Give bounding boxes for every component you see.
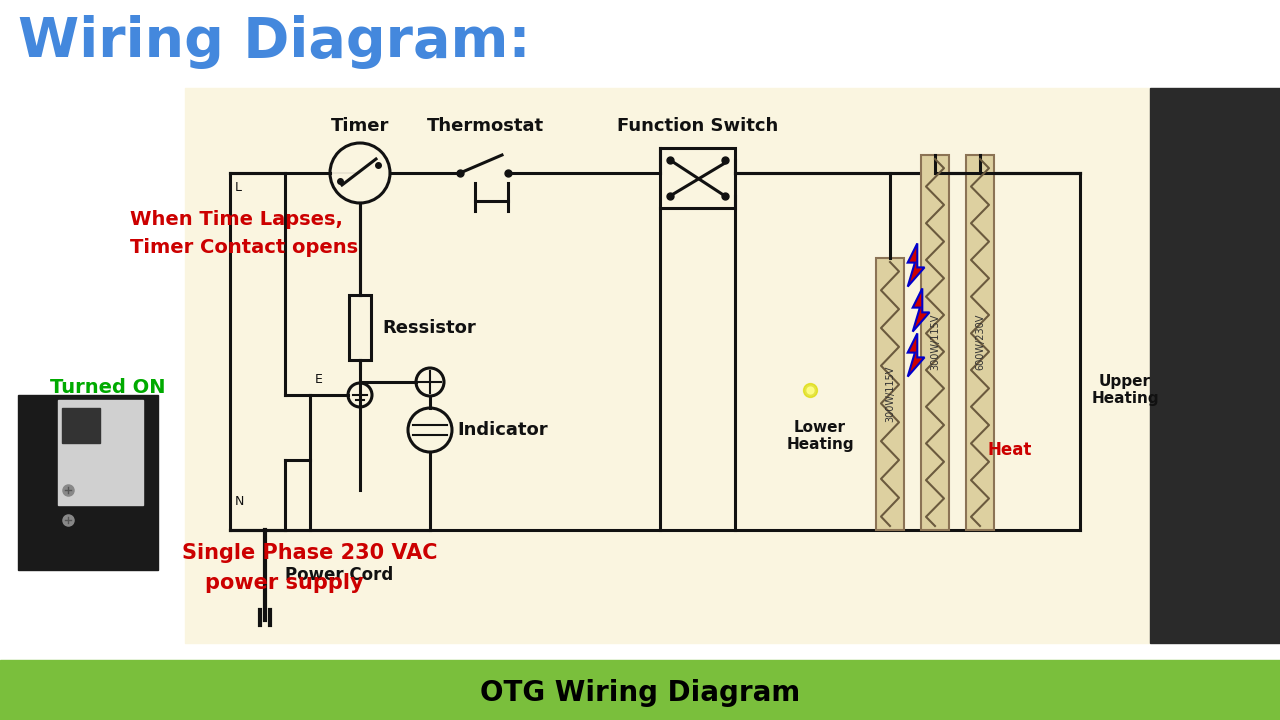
Text: Function Switch: Function Switch <box>617 117 778 135</box>
Bar <box>966 155 995 530</box>
Bar <box>61 408 100 443</box>
Bar <box>660 148 735 208</box>
Polygon shape <box>913 289 929 332</box>
Text: Indicator: Indicator <box>457 421 548 439</box>
Text: Turned ON: Turned ON <box>50 378 165 397</box>
Bar <box>1149 88 1280 643</box>
Text: power supply: power supply <box>205 573 364 593</box>
Text: 600W/230V: 600W/230V <box>975 314 986 370</box>
Text: Heat: Heat <box>988 441 1032 459</box>
Text: Timer Contact opens: Timer Contact opens <box>131 238 358 257</box>
Polygon shape <box>908 243 924 287</box>
Text: Thermostat: Thermostat <box>426 117 544 135</box>
Text: Wiring Diagram:: Wiring Diagram: <box>18 15 531 69</box>
Text: L: L <box>236 181 242 194</box>
Text: E: E <box>315 373 323 386</box>
Bar <box>876 258 904 530</box>
Bar <box>0 660 1280 720</box>
Bar <box>58 400 143 505</box>
Text: 300W/115V: 300W/115V <box>931 314 940 370</box>
Text: Upper
Heating: Upper Heating <box>1091 374 1158 406</box>
Text: 300W/115V: 300W/115V <box>884 366 895 422</box>
Bar <box>922 155 948 530</box>
Text: OTG Wiring Diagram: OTG Wiring Diagram <box>480 679 800 707</box>
Text: Single Phase 230 VAC: Single Phase 230 VAC <box>182 543 438 563</box>
Bar <box>186 88 1149 643</box>
Text: N: N <box>236 495 244 508</box>
Bar <box>18 395 157 570</box>
Text: Lower
Heating: Lower Heating <box>786 420 854 452</box>
Text: Timer: Timer <box>330 117 389 135</box>
Bar <box>349 295 371 360</box>
Polygon shape <box>908 333 924 377</box>
Text: Ressistor: Ressistor <box>381 318 476 336</box>
Text: Power Cord: Power Cord <box>285 566 393 584</box>
Text: When Time Lapses,: When Time Lapses, <box>131 210 343 229</box>
